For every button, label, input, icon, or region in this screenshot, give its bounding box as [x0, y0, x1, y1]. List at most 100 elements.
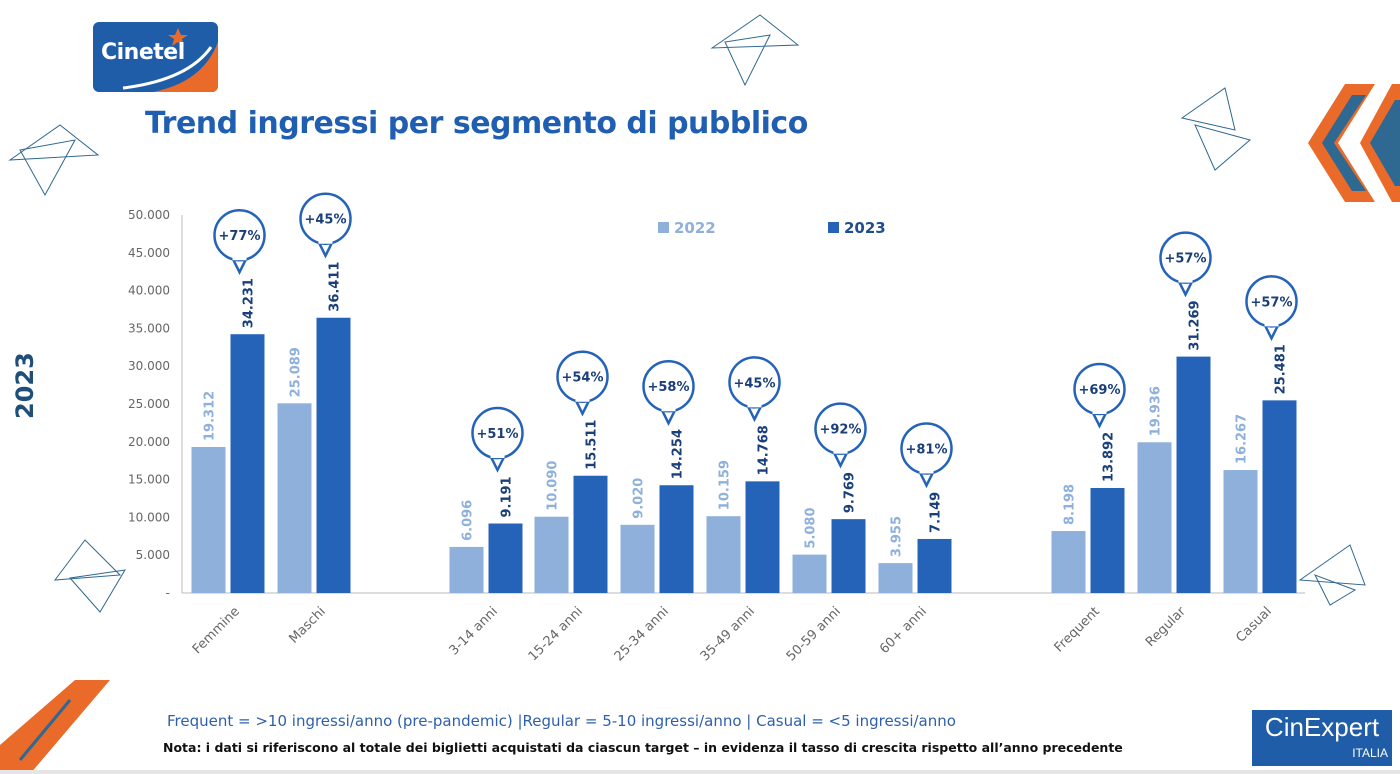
data-label-2023: 9.769 — [843, 472, 858, 513]
bar-2022 — [878, 563, 913, 593]
data-label-2023: 7.149 — [929, 492, 944, 533]
data-label-2022: 8.198 — [1063, 484, 1078, 525]
growth-label: +45% — [304, 213, 346, 228]
data-label-2023: 14.768 — [757, 425, 772, 475]
data-label-2022: 25.089 — [289, 347, 304, 397]
badge-name: CinExpert — [1264, 712, 1380, 742]
y-tick-label: 35.000 — [128, 321, 170, 335]
growth-label: +54% — [561, 371, 603, 386]
data-label-2022: 5.080 — [804, 507, 819, 548]
growth-label: +77% — [218, 229, 260, 244]
footnote-definitions: Frequent = >10 ingressi/anno (pre-pandem… — [167, 712, 956, 730]
bar-2022 — [792, 554, 827, 593]
bar-2023 — [230, 334, 265, 593]
bar-2023 — [659, 485, 694, 593]
growth-bubble-mask — [919, 467, 934, 474]
data-label-2022: 10.159 — [718, 460, 733, 510]
growth-label: +92% — [819, 423, 861, 438]
y-tick-label: 45.000 — [128, 246, 170, 260]
bar-2022 — [277, 403, 312, 593]
growth-bubble-mask — [1264, 320, 1279, 327]
bar-2023 — [1176, 356, 1211, 593]
data-label-2022: 16.267 — [1235, 414, 1250, 464]
data-label-2022: 6.096 — [461, 500, 476, 541]
legend-swatch — [658, 222, 669, 233]
data-label-2023: 31.269 — [1188, 300, 1203, 350]
growth-bubble-mask — [661, 405, 676, 412]
growth-bubble-mask — [833, 447, 848, 454]
decor-triangles-icon — [8, 14, 1366, 613]
y-tick-label: 40.000 — [128, 284, 170, 298]
x-category-label: Maschi — [286, 604, 328, 646]
data-label-2023: 36.411 — [328, 262, 343, 312]
y-tick-label: 15.000 — [128, 473, 170, 487]
bar-2022 — [1051, 531, 1086, 593]
growth-label: +51% — [476, 427, 518, 442]
x-category-label: Frequent — [1052, 604, 1103, 655]
data-label-2023: 13.892 — [1102, 432, 1117, 482]
x-category-label: 50-59 anni — [784, 604, 844, 664]
bar-2022 — [191, 447, 226, 593]
bar-2022 — [620, 524, 655, 593]
x-category-label: 25-34 anni — [612, 604, 672, 664]
growth-bubble-mask — [232, 254, 247, 261]
decor-orange-stripe-icon — [0, 680, 110, 774]
x-category-label: 35-49 anni — [698, 604, 758, 664]
bar-2023 — [831, 519, 866, 593]
cinexpert-badge: CinExpert ITALIA — [1252, 710, 1392, 766]
logo-swoosh-icon — [122, 28, 218, 92]
bar-2023 — [745, 481, 780, 593]
y-tick-label: 25.000 — [128, 397, 170, 411]
growth-bubble-mask — [318, 237, 333, 244]
data-label-2023: 34.231 — [242, 278, 257, 328]
data-label-2022: 10.090 — [546, 461, 561, 511]
logo-text: Cinetel — [101, 40, 185, 65]
y-tick-label: - — [166, 586, 170, 600]
data-label-2023: 15.511 — [585, 420, 600, 470]
data-label-2022: 3.955 — [890, 516, 905, 557]
cinetel-logo: Cinetel — [93, 22, 218, 92]
data-label-2022: 19.936 — [1149, 386, 1164, 436]
bar-2022 — [449, 546, 484, 593]
growth-label: +69% — [1078, 383, 1120, 398]
bar-2023 — [316, 317, 351, 593]
y-tick-label: 10.000 — [128, 510, 170, 524]
growth-bubble-mask — [1092, 407, 1107, 414]
page-title: Trend ingressi per segmento di pubblico — [145, 106, 808, 141]
y-tick-label: 50.000 — [128, 208, 170, 222]
bar-2023 — [488, 523, 523, 593]
footnote-note: Nota: i dati si riferiscono al totale de… — [163, 740, 1123, 755]
badge-sub: ITALIA — [1352, 746, 1388, 760]
growth-bubble-mask — [575, 395, 590, 402]
data-label-2023: 25.481 — [1274, 344, 1289, 394]
x-category-label: Regular — [1143, 604, 1189, 650]
data-label-2023: 14.254 — [671, 429, 686, 479]
bottom-rule — [0, 770, 1400, 774]
bar-2022 — [1137, 442, 1172, 593]
growth-bubble-mask — [747, 401, 762, 408]
growth-label: +81% — [905, 442, 947, 457]
bar-2023 — [1090, 487, 1125, 593]
legend-label: 2022 — [674, 219, 716, 237]
y-tick-label: 20.000 — [128, 435, 170, 449]
bar-2022 — [706, 516, 741, 593]
x-category-label: 15-24 anni — [526, 604, 586, 664]
growth-bubble-mask — [1178, 276, 1193, 283]
x-category-label: Femmine — [190, 604, 243, 657]
x-category-label: Casual — [1233, 604, 1274, 645]
bar-2022 — [1223, 470, 1258, 593]
legend-label: 2023 — [844, 219, 886, 237]
x-category-label: 3-14 anni — [447, 604, 501, 658]
x-category-label: 60+ anni — [877, 604, 930, 657]
y-tick-label: 30.000 — [128, 359, 170, 373]
decor-orange-chevrons-icon — [1308, 84, 1400, 202]
data-label-2022: 19.312 — [203, 391, 218, 441]
data-label-2022: 9.020 — [632, 478, 647, 519]
y-tick-label: 5.000 — [136, 548, 170, 562]
growth-bubble-mask — [490, 452, 505, 459]
bar-2023 — [573, 475, 608, 593]
growth-label: +45% — [733, 376, 775, 391]
growth-label: +57% — [1164, 252, 1206, 267]
bar-2023 — [917, 538, 952, 593]
